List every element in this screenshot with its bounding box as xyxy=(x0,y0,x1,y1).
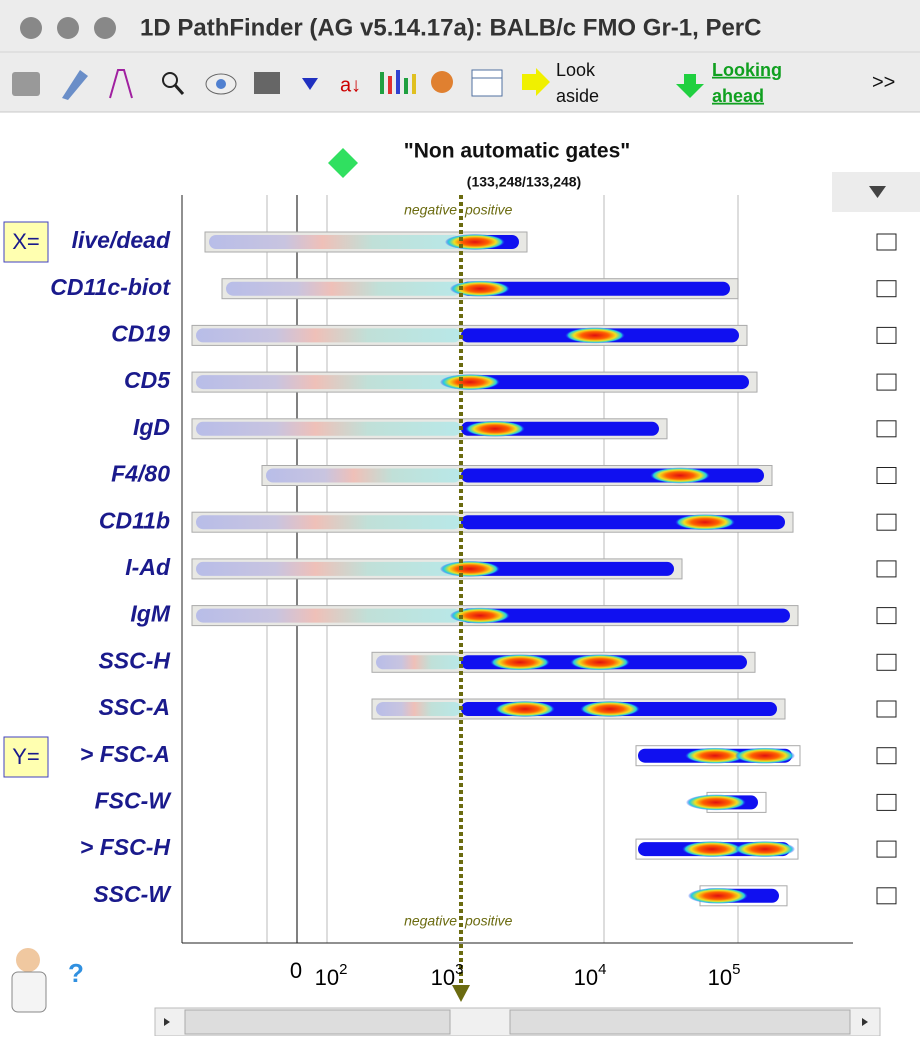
more-button[interactable]: >> xyxy=(872,71,895,93)
x-tick-label: 0 xyxy=(290,958,302,983)
close-button[interactable] xyxy=(20,17,42,39)
parameter-label[interactable]: CD5 xyxy=(124,367,171,393)
chrome xyxy=(0,0,920,112)
x-marker[interactable] xyxy=(3,221,49,263)
looking-ahead[interactable]: Looking xyxy=(712,60,782,80)
row-checkbox[interactable] xyxy=(876,467,897,484)
positive-band xyxy=(461,561,674,576)
parameter-label[interactable]: I-Ad xyxy=(125,554,171,580)
positive-label: positive xyxy=(464,202,513,218)
y-marker[interactable] xyxy=(3,736,49,778)
svg-text:?: ? xyxy=(68,958,84,988)
parameter-label[interactable]: CD11c-biot xyxy=(50,274,171,300)
row-checkbox[interactable] xyxy=(876,326,897,344)
density-peak xyxy=(445,234,505,250)
positive-label: positive xyxy=(464,913,513,929)
assistant-icon[interactable]: ? xyxy=(11,948,84,1013)
x-tick-label: 102 xyxy=(315,961,348,990)
density-peak xyxy=(440,374,500,391)
negative-band xyxy=(266,468,461,483)
row-checkbox[interactable] xyxy=(876,280,897,298)
density-peak xyxy=(495,701,555,717)
parameter-label[interactable]: FSC-W xyxy=(95,787,173,813)
row-checkbox[interactable] xyxy=(876,653,897,671)
x-marker-label: X= xyxy=(12,229,40,254)
parameter-label[interactable]: CD19 xyxy=(111,320,170,346)
negative-band xyxy=(209,235,461,249)
row-checkbox[interactable] xyxy=(876,513,897,531)
density-peak xyxy=(565,327,625,344)
negative-band xyxy=(376,655,461,670)
row-checkbox[interactable] xyxy=(876,560,897,578)
negative-band xyxy=(196,515,461,530)
density-peak xyxy=(688,887,748,904)
row-checkbox[interactable] xyxy=(876,887,897,905)
parameter-label[interactable]: SSC-W xyxy=(93,881,172,907)
event-count: (133,248/133,248) xyxy=(467,174,581,190)
parameter-label[interactable]: F4/80 xyxy=(111,461,170,487)
row-checkbox[interactable] xyxy=(876,420,897,438)
density-peak xyxy=(440,560,500,577)
density-peak xyxy=(580,701,640,717)
look-aside[interactable]: Look xyxy=(556,60,596,80)
negative-band xyxy=(196,608,461,623)
density-peak xyxy=(465,420,525,437)
parameter-label[interactable]: IgD xyxy=(133,414,170,440)
negative-band xyxy=(196,561,461,576)
x-tick-label: 105 xyxy=(708,961,741,990)
window-title: 1D PathFinder (AG v5.14.17a): BALB/c FMO… xyxy=(140,14,761,41)
row-checkbox[interactable] xyxy=(876,373,897,391)
density-peak xyxy=(686,794,746,811)
density-peak xyxy=(685,747,745,764)
positive-band xyxy=(461,608,790,623)
density-peak xyxy=(735,747,795,764)
svg-text:a↓: a↓ xyxy=(340,74,361,96)
row-checkbox[interactable] xyxy=(876,793,897,811)
parameter-label[interactable]: CD11b xyxy=(99,507,170,533)
negative-band xyxy=(226,281,461,296)
minimize-button[interactable] xyxy=(57,17,79,39)
zoom-button[interactable] xyxy=(94,17,116,39)
y-marker-label: Y= xyxy=(12,744,40,769)
parameter-label[interactable]: IgM xyxy=(130,601,170,627)
negative-band xyxy=(196,375,461,390)
parameter-label[interactable]: > FSC-H xyxy=(80,834,170,860)
look-aside[interactable]: aside xyxy=(556,86,599,106)
density-peak xyxy=(675,514,735,531)
looking-ahead[interactable]: ahead xyxy=(712,86,764,106)
row-checkbox[interactable] xyxy=(876,700,897,718)
density-peak xyxy=(450,607,510,624)
density-peak xyxy=(650,467,710,484)
row-checkbox[interactable] xyxy=(876,607,897,625)
positive-band xyxy=(461,281,730,296)
negative-band xyxy=(196,328,461,343)
parameter-label[interactable]: live/dead xyxy=(72,227,171,253)
scrollbar[interactable] xyxy=(154,1007,881,1037)
positive-band xyxy=(461,468,764,483)
plot-title: "Non automatic gates" xyxy=(404,140,630,163)
parameter-label[interactable]: SSC-H xyxy=(98,647,170,673)
toolbar-icons[interactable]: a↓ xyxy=(12,68,704,100)
positive-band xyxy=(461,515,785,530)
negative-label: negative xyxy=(404,202,457,218)
row-checkbox[interactable] xyxy=(876,233,897,251)
parameter-label[interactable]: > FSC-A xyxy=(80,741,170,767)
row-checkbox[interactable] xyxy=(876,747,897,765)
negative-label: negative xyxy=(404,913,457,929)
x-tick-label: 104 xyxy=(574,961,607,990)
x-tick-label: 103 xyxy=(431,961,464,990)
density-peak xyxy=(682,841,742,858)
negative-band xyxy=(376,702,461,716)
gate-icon[interactable] xyxy=(328,148,358,178)
row-checkbox[interactable] xyxy=(876,840,897,858)
density-peak xyxy=(735,841,795,858)
density-peak xyxy=(490,654,550,671)
density-peak xyxy=(450,280,510,297)
negative-band xyxy=(196,421,461,436)
density-peak xyxy=(570,654,630,671)
parameter-label[interactable]: SSC-A xyxy=(98,694,170,720)
positive-band xyxy=(461,375,749,390)
